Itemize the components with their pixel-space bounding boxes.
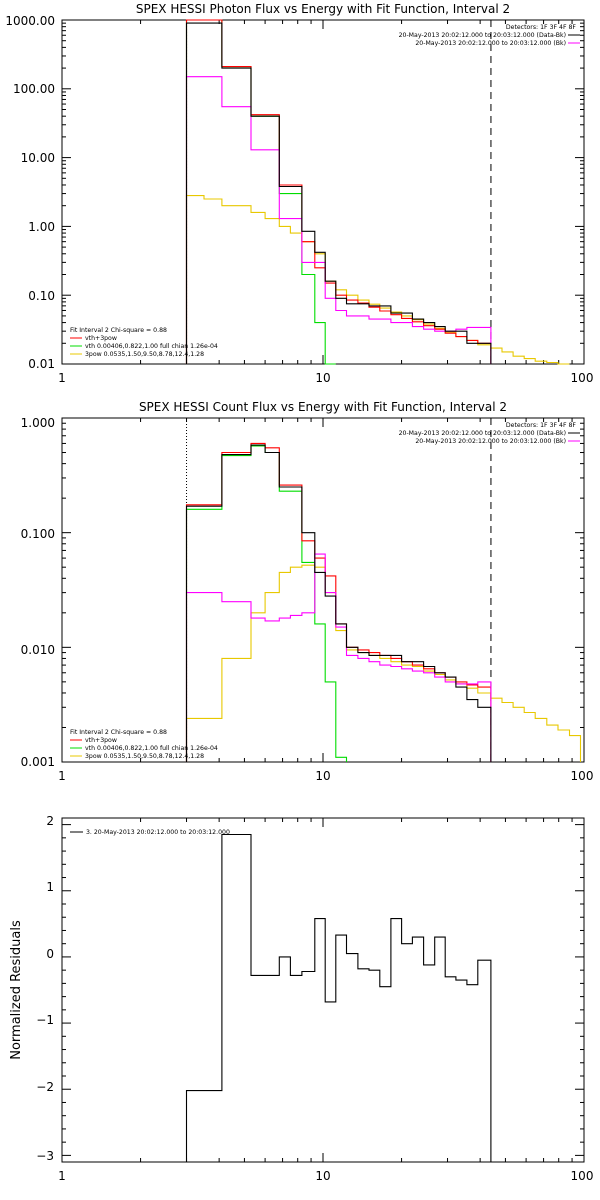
photon-series-bk xyxy=(185,76,492,364)
residuals-legend: 3. 20-May-2013 20:02:12.000 to 20:03:12.… xyxy=(70,829,230,836)
photon-x-tick-label: 100 xyxy=(571,371,594,385)
count-y-tick-labels: 1.000 0.100 0.010 0.001 xyxy=(21,416,55,769)
photon-fit-info-line: Fit Interval 2 Chi-square = 0.88 xyxy=(70,327,167,334)
residuals-series xyxy=(185,833,492,1162)
count-axis-ticks xyxy=(61,417,585,763)
count-header-line: Detectors: 1F 3F 4F 8F xyxy=(506,422,577,429)
count-fit-info: Fit Interval 2 Chi-square = 0.88 vth+3po… xyxy=(70,729,218,760)
photon-series-vth-3pow xyxy=(185,19,492,364)
residuals-y-tick-label: 1 xyxy=(46,880,54,894)
photon-y-tick-label: 100.00 xyxy=(13,82,55,96)
residuals-x-tick-labels: 1 10 100 xyxy=(58,1169,593,1183)
count-panel-title: SPEX HESSI Count Flux vs Energy with Fit… xyxy=(139,400,507,414)
photon-y-tick-label: 1.00 xyxy=(28,220,55,234)
count-series xyxy=(185,442,582,762)
count-fit-info-line: vth+3pow xyxy=(85,737,117,744)
count-x-tick-label: 10 xyxy=(315,769,330,783)
residuals-y-tick-label: −3 xyxy=(36,1149,54,1163)
photon-axis-ticks xyxy=(61,19,585,365)
count-fit-info-line: vth 0.00406,0.822,1.00 full chian 1.26e-… xyxy=(85,745,218,752)
photon-plot-frame xyxy=(61,19,585,365)
photon-fit-info: Fit Interval 2 Chi-square = 0.88 vth+3po… xyxy=(70,327,218,358)
residuals-y-tick-label: −1 xyxy=(36,1013,54,1027)
count-header-line: 20-May-2013 20:02:12.000 to 20:03:12.000… xyxy=(415,438,566,445)
photon-series-data-bk xyxy=(185,22,492,364)
residuals-y-axis-label: Normalized Residuals xyxy=(9,920,24,1060)
photon-fit-info-line: 3pow 0.0535,1.50,9.50,8.78,12.4,1.28 xyxy=(85,351,204,358)
residuals-axis-ticks xyxy=(61,818,585,1162)
residuals-y-tick-label: 0 xyxy=(46,947,54,961)
count-fit-range-markers xyxy=(186,418,492,762)
photon-series-3pow xyxy=(185,195,570,365)
photon-fit-info-line: vth 0.00406,0.822,1.00 full chian 1.26e-… xyxy=(85,343,218,350)
count-plot-frame xyxy=(61,417,585,763)
residuals-x-tick-label: 1 xyxy=(58,1169,66,1183)
residuals-y-tick-label: −2 xyxy=(36,1080,54,1094)
count-y-tick-label: 0.001 xyxy=(21,755,55,769)
residuals-series-3-20-may-2013-20-02-12-000-to-20-03-12-000 xyxy=(185,833,492,1162)
photon-header-line: Detectors: 1F 3F 4F 8F xyxy=(506,24,577,31)
photon-x-tick-labels: 1 10 100 xyxy=(58,371,593,385)
residuals-x-tick-label: 10 xyxy=(315,1169,330,1183)
photon-x-tick-label: 10 xyxy=(315,371,330,385)
residuals-x-tick-label: 100 xyxy=(571,1169,594,1183)
count-header: Detectors: 1F 3F 4F 8F 20-May-2013 20:02… xyxy=(399,422,580,445)
count-y-tick-label: 0.100 xyxy=(21,527,55,541)
photon-y-tick-label: 0.01 xyxy=(28,357,55,371)
count-x-tick-labels: 1 10 100 xyxy=(58,769,593,783)
count-series-vth xyxy=(185,445,348,762)
photon-x-tick-label: 1 xyxy=(58,371,66,385)
photon-series xyxy=(185,19,570,365)
residuals-plot-frame xyxy=(61,817,585,1163)
count-fit-info-line: Fit Interval 2 Chi-square = 0.88 xyxy=(70,729,167,736)
count-y-tick-label: 0.010 xyxy=(21,643,55,657)
photon-fit-range-markers xyxy=(186,20,492,364)
photon-y-tick-label: 10.00 xyxy=(21,151,55,165)
count-series-vth-3pow xyxy=(185,442,492,762)
photon-flux-panel: SPEX HESSI Photon Flux vs Energy with Fi… xyxy=(5,2,593,385)
photon-series-vth xyxy=(185,19,336,365)
residuals-y-tick-labels: 2 1 0 −1 −2 −3 xyxy=(36,814,54,1163)
count-flux-panel: SPEX HESSI Count Flux vs Energy with Fit… xyxy=(21,400,594,783)
count-series-3pow xyxy=(185,564,582,762)
residuals-y-tick-label: 2 xyxy=(46,814,54,828)
residuals-legend-label: 3. 20-May-2013 20:02:12.000 to 20:03:12.… xyxy=(86,829,230,836)
photon-y-tick-label: 1000.00 xyxy=(5,14,55,28)
count-x-tick-label: 100 xyxy=(571,769,594,783)
count-header-line: 20-May-2013 20:02:12.000 to 20:03:12.000… xyxy=(399,430,566,437)
photon-fit-info-line: vth+3pow xyxy=(85,335,117,342)
count-y-tick-label: 1.000 xyxy=(21,416,55,430)
photon-header: Detectors: 1F 3F 4F 8F 20-May-2013 20:02… xyxy=(399,24,580,47)
photon-header-line: 20-May-2013 20:02:12.000 to 20:03:12.000… xyxy=(415,40,566,47)
count-fit-info-line: 3pow 0.0535,1.50,9.50,8.78,12.4,1.28 xyxy=(85,753,204,760)
photon-panel-title: SPEX HESSI Photon Flux vs Energy with Fi… xyxy=(136,2,510,16)
photon-y-tick-labels: 1000.00 100.00 10.00 1.00 0.10 0.01 xyxy=(5,14,55,371)
residuals-panel: 2 1 0 −1 −2 −3 1 10 100 Normalized Resid… xyxy=(9,814,593,1183)
photon-y-tick-label: 0.10 xyxy=(28,289,55,303)
photon-header-line: 20-May-2013 20:02:12.000 to 20:03:12.000… xyxy=(399,32,566,39)
count-x-tick-label: 1 xyxy=(58,769,66,783)
count-series-data-bk xyxy=(185,444,492,762)
